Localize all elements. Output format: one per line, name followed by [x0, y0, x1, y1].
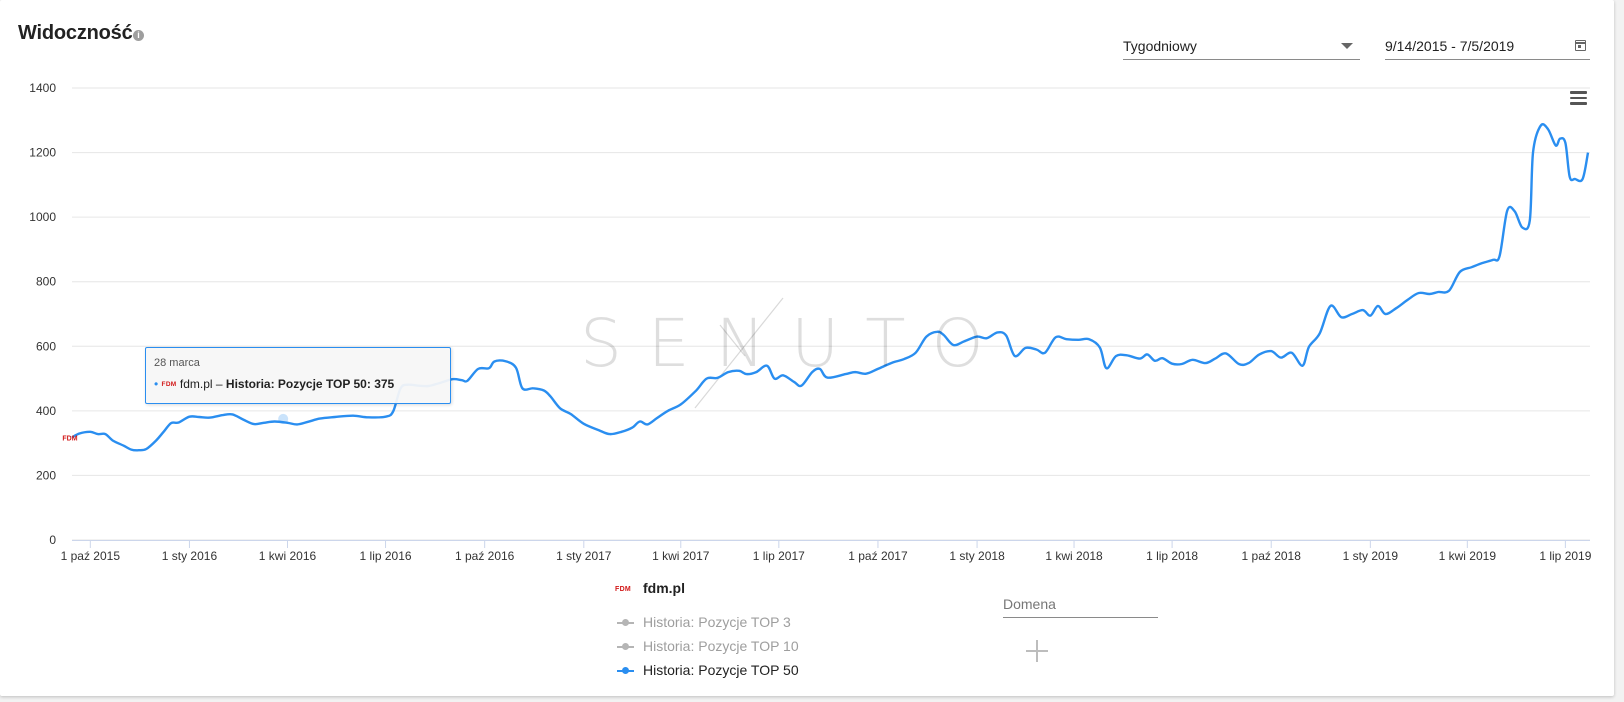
fdm-logo: FDM	[615, 586, 632, 593]
watermark-slash	[694, 297, 784, 409]
y-tick-label: 400	[36, 404, 56, 418]
x-tick-label: 1 paź 2015	[61, 549, 121, 563]
add-domain-icon[interactable]	[1026, 640, 1048, 662]
x-tick-label: 1 lip 2018	[1146, 549, 1198, 563]
legend-marker	[617, 667, 634, 674]
series-line-top50	[71, 123, 1590, 452]
y-tick-label: 1400	[29, 81, 56, 95]
legend-label: Historia: Pozycje TOP 10	[643, 638, 799, 654]
interval-select[interactable]: Tygodniowy	[1123, 35, 1360, 60]
legend-item-top3[interactable]: Historia: Pozycje TOP 3	[615, 613, 835, 633]
watermark: SENUTO	[580, 305, 1010, 382]
legend-label: Historia: Pozycje TOP 3	[643, 614, 791, 630]
x-tick-label: 1 sty 2018	[949, 549, 1005, 563]
legend-item-top10[interactable]: Historia: Pozycje TOP 10	[615, 637, 835, 657]
watermark-slash	[719, 324, 746, 357]
y-tick-label: 800	[36, 275, 56, 289]
x-tick-label: 1 paź 2016	[455, 549, 515, 563]
legend-marker	[617, 643, 634, 650]
x-tick-label: 1 sty 2019	[1343, 549, 1399, 563]
date-range-picker[interactable]: 9/14/2015 - 7/5/2019	[1385, 35, 1590, 60]
y-tick-label: 600	[36, 339, 56, 353]
calendar-icon	[1575, 40, 1586, 51]
tooltip-domain: fdm.pl	[179, 377, 213, 391]
tooltip-line: • FDM fdm.pl – Historia: Pozycje TOP 50:…	[154, 377, 395, 391]
x-tick-label: 1 sty 2017	[556, 549, 612, 563]
tooltip-date: 28 marca	[154, 357, 200, 369]
panel-title: Widoczność	[18, 22, 133, 44]
y-tick-label: 0	[49, 533, 56, 547]
legend-domain-name: fdm.pl	[643, 580, 685, 596]
chevron-down-icon	[1341, 43, 1353, 49]
fdm-logo-marker: FDM	[62, 435, 77, 442]
x-tick-label: 1 kwi 2018	[1045, 549, 1103, 563]
x-tick-label: 1 lip 2016	[360, 549, 412, 563]
chart-tooltip: 28 marca • FDM fdm.pl – Historia: Pozycj…	[145, 347, 451, 404]
x-tick-label: 1 paź 2018	[1242, 549, 1302, 563]
domain-input[interactable]: Domena	[1003, 592, 1158, 618]
tooltip-value: 375	[374, 377, 395, 391]
x-tick-label: 1 paź 2017	[848, 549, 908, 563]
y-tick-label: 200	[36, 468, 56, 482]
x-tick-label: 1 sty 2016	[162, 549, 218, 563]
info-icon[interactable]: i	[133, 30, 144, 41]
interval-select-value: Tygodniowy	[1123, 38, 1197, 54]
date-range-value: 9/14/2015 - 7/5/2019	[1385, 38, 1515, 54]
tooltip-series: Historia: Pozycje TOP 50	[225, 377, 367, 391]
x-tick-label: 1 kwi 2017	[652, 549, 710, 563]
legend-item-top50[interactable]: Historia: Pozycje TOP 50	[615, 661, 835, 681]
x-tick-label: 1 kwi 2019	[1439, 549, 1497, 563]
chart-menu-icon[interactable]	[1570, 91, 1587, 105]
legend-marker	[617, 619, 634, 626]
y-tick-label: 1000	[29, 210, 56, 224]
x-tick-label: 1 kwi 2016	[259, 549, 317, 563]
x-tick-label: 1 lip 2017	[753, 549, 805, 563]
fdm-logo: FDM	[161, 381, 177, 389]
legend-label: Historia: Pozycje TOP 50	[643, 662, 799, 678]
x-tick-label: 1 lip 2019	[1539, 549, 1591, 563]
hover-point-halo	[278, 413, 289, 424]
y-tick-label: 1200	[29, 146, 56, 160]
